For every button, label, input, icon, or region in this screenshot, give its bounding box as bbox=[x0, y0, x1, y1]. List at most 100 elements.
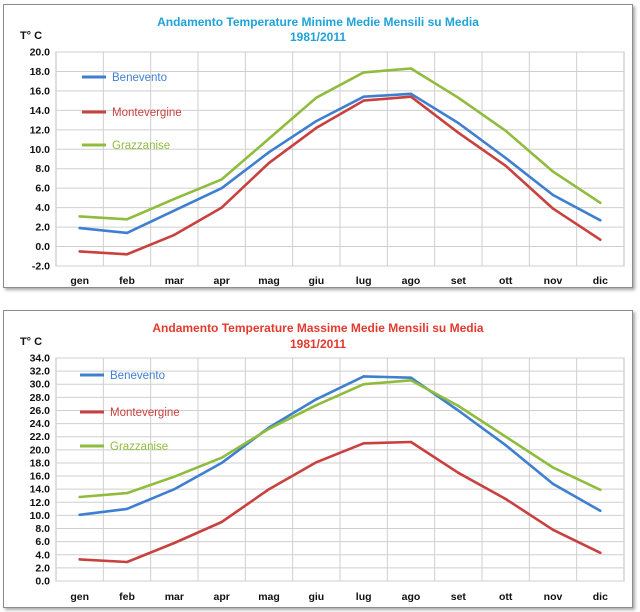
data-point-grazzanise-gen bbox=[78, 215, 81, 218]
y-tick-label: 14.0 bbox=[30, 105, 51, 117]
data-point-montevergine-nov bbox=[551, 528, 555, 532]
y-tick-label: 24.0 bbox=[30, 418, 51, 430]
x-tick-label-lug: lug bbox=[356, 275, 372, 287]
legend-label-benevento: Benevento bbox=[112, 72, 167, 84]
chart-title: Andamento Temperature Minime Medie Mensi… bbox=[157, 15, 479, 29]
chart-max-svg: 0.02.04.06.08.010.012.014.016.018.020.02… bbox=[20, 321, 625, 603]
data-point-benevento-set bbox=[457, 121, 460, 125]
data-point-montevergine-lug bbox=[362, 99, 365, 102]
data-point-grazzanise-mar bbox=[173, 197, 176, 201]
data-point-grazzanise-set bbox=[457, 404, 460, 408]
y-tick-label: 14.0 bbox=[30, 484, 51, 496]
series-line-benevento bbox=[78, 375, 602, 517]
y-tick-label: 6.0 bbox=[35, 536, 50, 548]
y-tick-label: 20.0 bbox=[30, 444, 51, 456]
data-point-grazzanise-gen bbox=[78, 495, 81, 499]
x-tick-label-apr: apr bbox=[213, 275, 229, 287]
legend-label-grazzanise: Grazzanise bbox=[110, 441, 168, 453]
data-point-montevergine-dic bbox=[599, 551, 602, 554]
y-tick-label: 2.0 bbox=[35, 562, 50, 574]
x-tick-label-mag: mag bbox=[258, 275, 280, 287]
data-point-benevento-set bbox=[457, 409, 460, 412]
x-tick-label-feb: feb bbox=[119, 591, 135, 603]
series-line-grazzanise bbox=[78, 67, 602, 221]
data-point-montevergine-ott bbox=[504, 164, 507, 168]
y-tick-label: 26.0 bbox=[30, 405, 51, 417]
y-axis-label: T° C bbox=[20, 30, 42, 42]
chart-min-svg: -2.0 0.0 2.0 4.0 6.0 8.0 10.0 12.0 14.0 16.0 18.0 2… bbox=[20, 15, 625, 287]
chart-panel-max: 0.0 2.0 4.0 6.0 8.0 10.0 12.0 14.0 16.0 18.0 20.0 2… bbox=[3, 310, 633, 608]
x-tick-label-ott: ott bbox=[499, 591, 513, 603]
y-tick-label: 8.0 bbox=[35, 523, 50, 535]
chart-subtitle: 1981/2011 bbox=[290, 30, 346, 44]
data-point-montevergine-gen bbox=[78, 558, 81, 561]
data-point-grazzanise-ott bbox=[504, 435, 507, 438]
data-point-benevento-nov bbox=[551, 193, 555, 197]
data-point-grazzanise-apr bbox=[220, 178, 223, 181]
data-point-benevento-mag bbox=[267, 150, 271, 154]
x-tick-label-set: set bbox=[451, 275, 467, 287]
y-tick-label: -2.0 bbox=[32, 261, 50, 273]
x-tick-label-mar: mar bbox=[165, 591, 184, 603]
data-point-montevergine-set bbox=[457, 131, 460, 134]
y-tick-label: 18.0 bbox=[30, 457, 51, 469]
data-point-grazzanise-mag bbox=[267, 427, 271, 431]
data-point-benevento-giu bbox=[315, 398, 318, 401]
data-point-montevergine-giu bbox=[315, 461, 318, 464]
x-tick-label-nov: nov bbox=[544, 591, 563, 603]
y-tick-label: 28.0 bbox=[30, 392, 51, 404]
series-line-grazzanise bbox=[78, 379, 602, 499]
data-point-grazzanise-ago bbox=[409, 379, 413, 382]
data-point-montevergine-nov bbox=[551, 207, 555, 210]
x-tick-label-set: set bbox=[451, 591, 467, 603]
data-point-benevento-ott bbox=[504, 444, 507, 447]
data-point-benevento-gen bbox=[78, 226, 81, 230]
data-point-grazzanise-ago bbox=[409, 67, 413, 70]
chart-title: Andamento Temperature Massime Medie Mens… bbox=[152, 321, 484, 335]
data-point-montevergine-apr bbox=[220, 520, 223, 524]
x-tick-label-giu: giu bbox=[308, 591, 324, 603]
data-point-grazzanise-giu bbox=[315, 404, 318, 407]
data-point-grazzanise-lug bbox=[362, 71, 365, 74]
y-tick-label: 10.0 bbox=[30, 144, 51, 156]
chart-subtitle: 1981/2011 bbox=[290, 337, 346, 351]
x-tick-label-mar: mar bbox=[165, 275, 184, 287]
data-point-grazzanise-mag bbox=[267, 137, 271, 140]
x-tick-label-gen: gen bbox=[70, 275, 89, 287]
data-point-montevergine-gen bbox=[78, 250, 81, 253]
y-tick-label: 2.0 bbox=[35, 222, 50, 234]
data-point-benevento-ott bbox=[504, 156, 507, 160]
x-tick-label-ott: ott bbox=[499, 275, 513, 287]
x-tick-label-apr: apr bbox=[213, 591, 229, 603]
data-point-montevergine-feb bbox=[125, 560, 129, 564]
data-point-benevento-giu bbox=[315, 119, 318, 123]
y-tick-label: 6.0 bbox=[35, 183, 50, 195]
data-point-montevergine-set bbox=[457, 471, 460, 474]
data-point-montevergine-dic bbox=[599, 238, 602, 241]
data-point-grazzanise-feb bbox=[125, 218, 129, 221]
series-line-montevergine bbox=[78, 440, 602, 564]
series-line-montevergine bbox=[78, 95, 602, 256]
data-point-benevento-dic bbox=[599, 219, 602, 222]
y-tick-label: 20.0 bbox=[30, 47, 51, 59]
legend-label-grazzanise: Grazzanise bbox=[112, 140, 170, 152]
x-tick-label-gen: gen bbox=[70, 591, 89, 603]
data-point-montevergine-ott bbox=[504, 497, 507, 501]
data-point-benevento-feb bbox=[125, 231, 129, 235]
data-point-grazzanise-ott bbox=[504, 129, 507, 132]
y-tick-label: 16.0 bbox=[30, 471, 51, 483]
x-tick-label-mag: mag bbox=[258, 591, 280, 603]
y-tick-label: 18.0 bbox=[30, 66, 51, 78]
legend-label-montevergine: Montevergine bbox=[110, 407, 180, 419]
y-tick-label: 22.0 bbox=[30, 431, 51, 443]
data-point-grazzanise-giu bbox=[315, 96, 318, 99]
y-tick-label: 32.0 bbox=[30, 366, 51, 378]
data-point-benevento-feb bbox=[125, 507, 129, 511]
y-tick-label: 0.0 bbox=[35, 576, 50, 588]
data-point-montevergine-apr bbox=[220, 206, 223, 209]
data-point-benevento-gen bbox=[78, 513, 81, 516]
data-point-montevergine-lug bbox=[362, 442, 365, 445]
data-point-grazzanise-nov bbox=[551, 466, 555, 469]
y-tick-label: 4.0 bbox=[35, 202, 50, 214]
data-point-benevento-apr bbox=[220, 186, 223, 190]
